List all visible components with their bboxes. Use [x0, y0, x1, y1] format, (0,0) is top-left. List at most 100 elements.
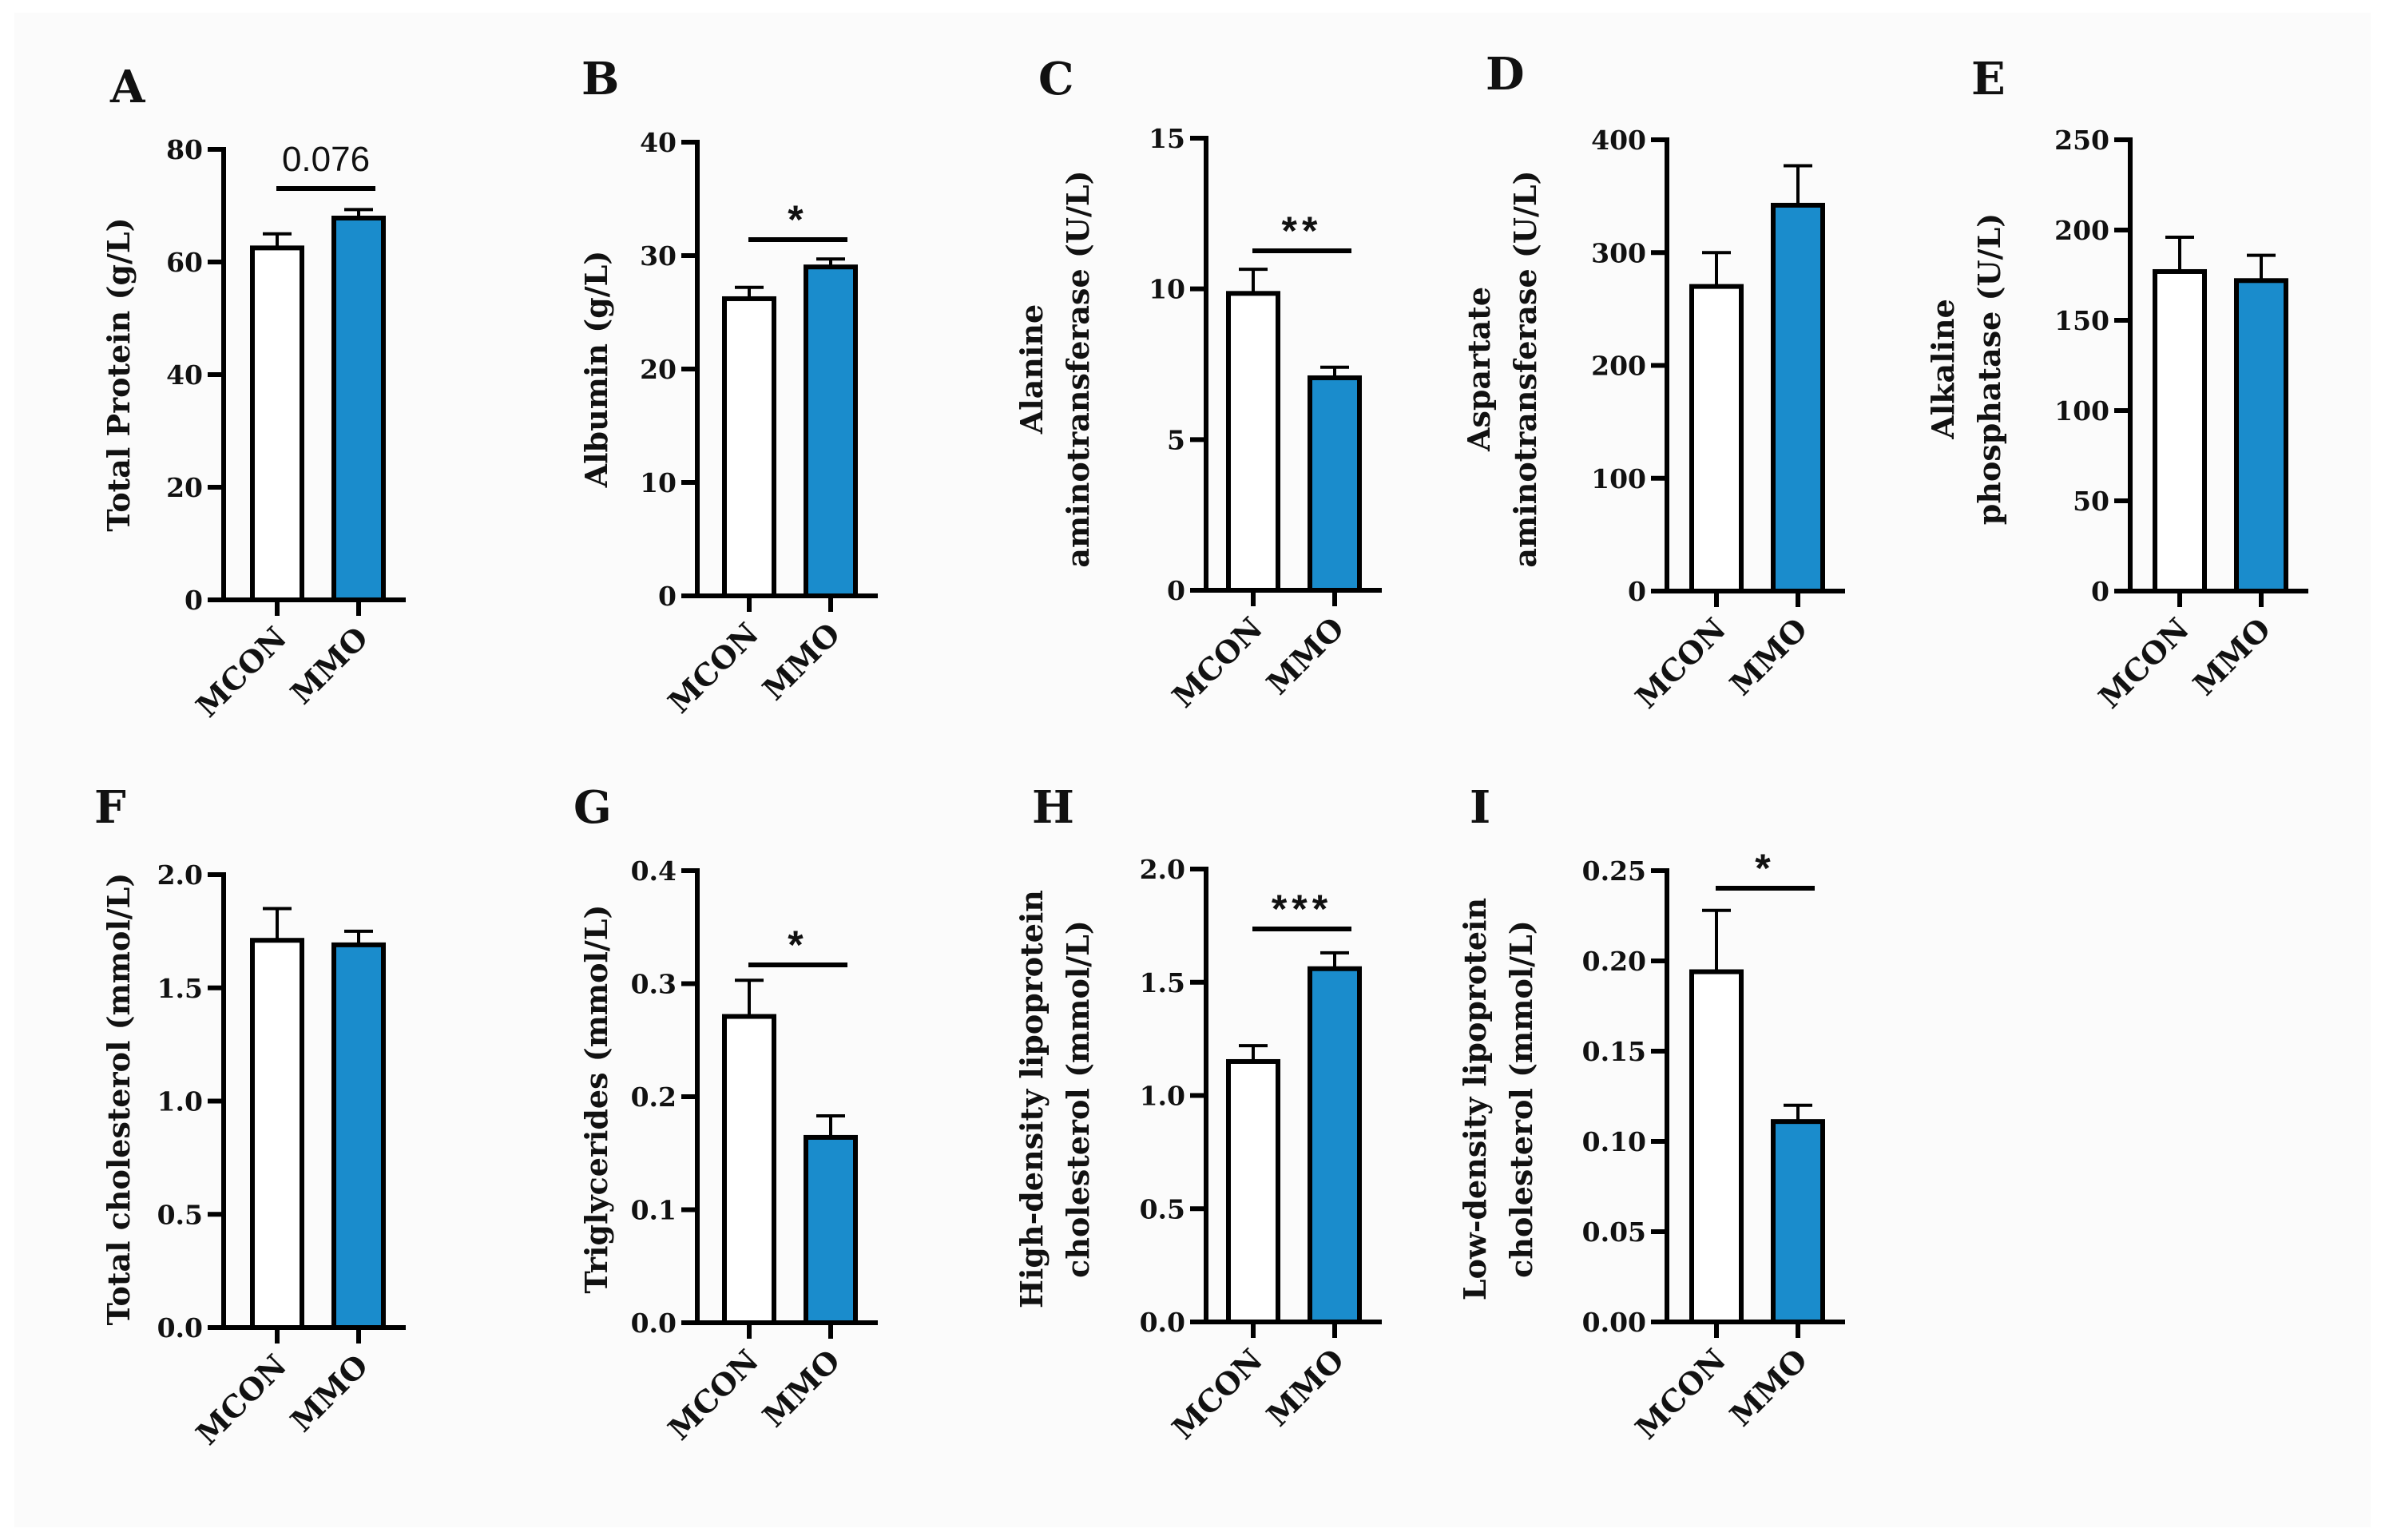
- bar-mcon: [722, 1014, 776, 1326]
- y-tick-label: 5: [1167, 424, 1185, 455]
- y-axis-label-line: cholesterol (mmol/L): [1060, 920, 1096, 1278]
- y-axis-label-line: Low-density lipoprotein: [1457, 898, 1493, 1300]
- y-axis-label-line: Alanine: [1014, 304, 1050, 435]
- y-tick-label: 0.0: [1140, 1307, 1185, 1338]
- y-tick-label: 10: [640, 467, 677, 498]
- y-tick-label: 0.5: [1140, 1193, 1185, 1224]
- y-tick-label: 0.05: [1582, 1217, 1646, 1248]
- y-tick-label: 0.5: [157, 1199, 203, 1230]
- panel-letter: I: [1470, 781, 1490, 834]
- y-tick-label: 0.3: [631, 969, 677, 1000]
- x-category-label: MMO: [1260, 610, 1351, 702]
- y-axis-label-line: Alkaline: [1925, 299, 1961, 440]
- x-category-label: MMO: [284, 620, 375, 712]
- y-tick-label: 250: [2054, 125, 2109, 156]
- y-tick-label: 1.0: [157, 1086, 203, 1117]
- y-tick-label: 20: [166, 472, 203, 503]
- panel-i: I 0.00 0.05 0.10 0.15 0.20 0.25 Low-density lip…: [1457, 781, 1845, 1446]
- y-axis-label-line: Total cholesterol (mmol/L): [101, 873, 137, 1326]
- y-tick-label: 2.0: [157, 859, 203, 891]
- significance-label: ***: [1272, 887, 1332, 931]
- bar-mmo: [331, 216, 386, 602]
- panel-letter: E: [1971, 53, 2006, 105]
- panel-h: H 0.0 0.5 1.0 1.5 2.0 High-density lipoprotein…: [1014, 781, 1382, 1446]
- y-tick-label: 40: [166, 359, 203, 391]
- y-tick-label: 20: [640, 354, 677, 385]
- bar-mmo: [1771, 202, 1825, 593]
- x-category-label: MCON: [1165, 1342, 1269, 1447]
- x-category-label: MMO: [756, 616, 847, 708]
- panel-letter: C: [1038, 53, 1074, 105]
- y-axis-label: Total cholesterol (mmol/L): [101, 873, 137, 1326]
- bar-mcon: [250, 938, 304, 1330]
- panel-letter: G: [573, 781, 612, 834]
- y-tick-label: 400: [1591, 125, 1646, 156]
- y-tick-label: 80: [166, 134, 203, 165]
- y-tick-label: 200: [2054, 215, 2109, 246]
- y-axis-label: Total Protein (g/L): [101, 217, 137, 531]
- y-tick-label: 40: [640, 127, 677, 158]
- y-axis-label-line: aminotransferase (U/L): [1507, 170, 1543, 567]
- panel-d: D 0 100 200 300 400 Aspartate aminotransferase …: [1461, 48, 1845, 715]
- significance-label: *: [1755, 846, 1775, 891]
- panel-g: G 0.0 0.1 0.2 0.3 0.4 Triglycerides (mmol/L) MC…: [573, 781, 878, 1447]
- y-axis-label-line: High-density lipoprotein: [1014, 890, 1050, 1308]
- panel-letter: F: [94, 781, 126, 834]
- bar-mcon: [2153, 268, 2207, 593]
- y-tick-label: 0: [2091, 576, 2109, 607]
- bar-mcon: [1226, 1058, 1280, 1324]
- y-tick-label: 0.2: [631, 1082, 677, 1113]
- bar-mmo: [804, 264, 858, 598]
- y-tick-label: 0: [1167, 575, 1185, 606]
- y-tick-label: 0.10: [1582, 1126, 1646, 1157]
- x-category-label: MCON: [661, 1343, 765, 1447]
- y-axis-label-line: Triglycerides (mmol/L): [578, 905, 614, 1294]
- bar-mmo: [2234, 278, 2288, 593]
- y-tick-label: 0.0: [157, 1312, 203, 1344]
- panel-letter: A: [109, 61, 146, 113]
- figure-background: [14, 13, 2371, 1527]
- y-axis-label-line: cholesterol (mmol/L): [1503, 920, 1539, 1278]
- panel-letter: H: [1032, 781, 1074, 834]
- bar-mcon: [1689, 969, 1744, 1325]
- y-tick-label: 0: [658, 581, 677, 612]
- y-axis-label: Triglycerides (mmol/L): [578, 905, 614, 1294]
- x-category-label: MMO: [1723, 611, 1815, 703]
- y-tick-label: 1.5: [1140, 967, 1185, 998]
- y-tick-label: 10: [1149, 274, 1185, 305]
- y-tick-label: 50: [2073, 486, 2109, 517]
- y-tick-label: 0.0: [631, 1308, 677, 1339]
- y-tick-label: 100: [2054, 395, 2109, 427]
- y-tick-label: 0.15: [1582, 1036, 1646, 1067]
- y-tick-label: 2.0: [1140, 854, 1185, 885]
- bar-mcon: [722, 296, 776, 598]
- bar-mmo: [1308, 966, 1362, 1324]
- y-tick-label: 1.0: [1140, 1081, 1185, 1112]
- y-axis-label: High-density lipoprotein cholesterol (mmo…: [1014, 890, 1096, 1308]
- y-axis-label-line: Albumin (g/L): [578, 251, 614, 489]
- x-category-label: MCON: [2091, 611, 2196, 716]
- y-axis-label: Alkaline phosphatase (U/L): [1925, 213, 2007, 525]
- x-category-label: MCON: [188, 620, 293, 724]
- x-category-label: MMO: [284, 1348, 375, 1439]
- bar-mmo: [331, 942, 386, 1330]
- significance-label: 0.076: [282, 140, 370, 179]
- bar-mmo: [1771, 1119, 1825, 1325]
- x-category-label: MMO: [1260, 1342, 1351, 1434]
- y-tick-label: 30: [640, 240, 677, 272]
- x-category-label: MMO: [2186, 611, 2278, 703]
- panel-letter: B: [581, 53, 619, 105]
- bar-mcon: [1689, 284, 1744, 593]
- y-tick-label: 60: [166, 247, 203, 278]
- panel-letter: D: [1486, 48, 1525, 101]
- y-tick-label: 0.20: [1582, 946, 1646, 977]
- x-category-label: MMO: [1723, 1342, 1815, 1434]
- y-axis-label: Alanine aminotransferase (U/L): [1014, 170, 1096, 567]
- significance-label: *: [788, 923, 808, 967]
- y-axis-label-line: Aspartate: [1461, 287, 1497, 452]
- y-axis-label-line: phosphatase (U/L): [1971, 213, 2007, 525]
- x-category-label: MCON: [661, 616, 765, 720]
